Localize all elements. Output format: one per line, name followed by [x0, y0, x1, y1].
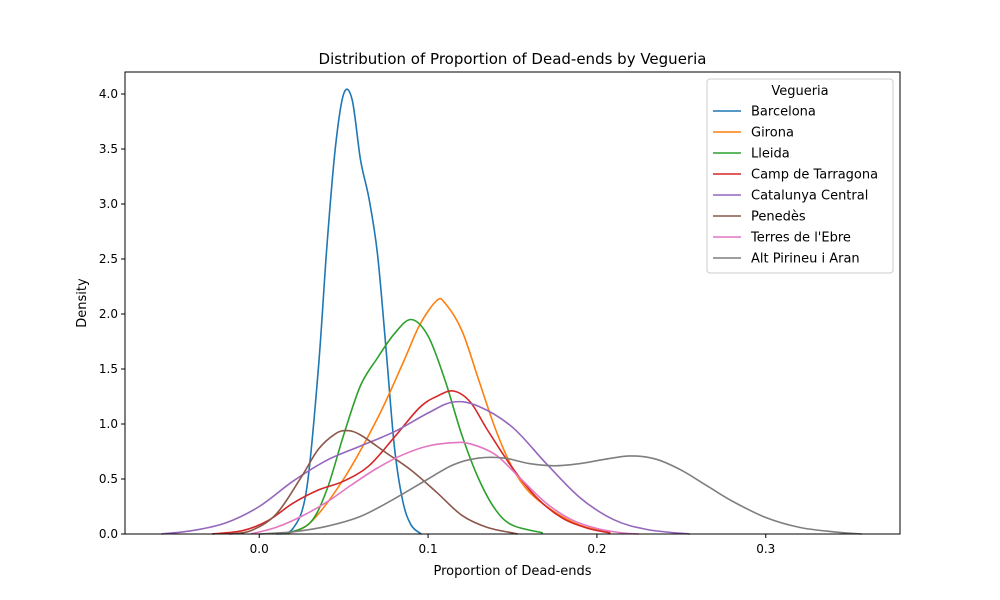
legend-entry-label: Camp de Tarragona: [751, 168, 878, 183]
series-layer: [161, 88, 863, 535]
y-tick-label: 0.0: [99, 527, 118, 541]
legend-box: [706, 78, 894, 274]
x-axis-label: Proportion of Dead-ends: [433, 564, 591, 579]
legend-entry-label: Terres de l'Ebre: [750, 231, 851, 246]
y-tick-label: 0.5: [99, 472, 118, 486]
y-tick-label: 3.0: [99, 197, 118, 211]
x-tick-label: 0.0: [250, 542, 269, 556]
series-line-5: [228, 429, 518, 535]
series-line-4: [161, 400, 690, 535]
y-tick-label: 2.5: [99, 252, 118, 266]
y-tick-label: 3.5: [99, 142, 118, 156]
series-line-6: [250, 441, 640, 535]
x-tick-label: 0.2: [587, 542, 606, 556]
axes-layer: 0.0 0.1 0.2 0.3 0.0 0.5 1.0 1.5 2.0 2.5 3.0 3.5 4.0: [99, 87, 775, 556]
chart-title: Distribution of Proportion of Dead-ends …: [319, 50, 707, 68]
series-line-2: [284, 318, 544, 535]
legend-entry-label: Barcelona: [751, 105, 816, 120]
x-tick-label: 0.3: [756, 542, 775, 556]
y-axis-label: Density: [75, 278, 90, 328]
legend-items: Barcelona Girona Lleida Camp de Tarragona Ca…: [713, 105, 878, 267]
x-tick-label: 0.1: [419, 542, 438, 556]
plot-frame: [124, 71, 901, 535]
legend-entry-label: Catalunya Central: [751, 189, 868, 204]
y-tick-label: 4.0: [99, 87, 118, 101]
y-tick-label: 2.0: [99, 307, 118, 321]
legend-entry-label: Penedès: [751, 210, 806, 225]
y-tick-label: 1.5: [99, 362, 118, 376]
legend-entry-label: Alt Pirineu i Aran: [751, 252, 860, 267]
y-tick-label: 1.0: [99, 417, 118, 431]
series-line-3: [211, 390, 611, 535]
series-line-7: [259, 455, 863, 535]
series-line-0: [275, 88, 422, 535]
legend-title: Vegueria: [771, 84, 828, 99]
legend-entry-label: Girona: [751, 126, 794, 141]
legend: Vegueria Barcelona Girona Lleida Camp de Ta…: [706, 78, 894, 274]
legend-entry-label: Lleida: [751, 147, 790, 162]
